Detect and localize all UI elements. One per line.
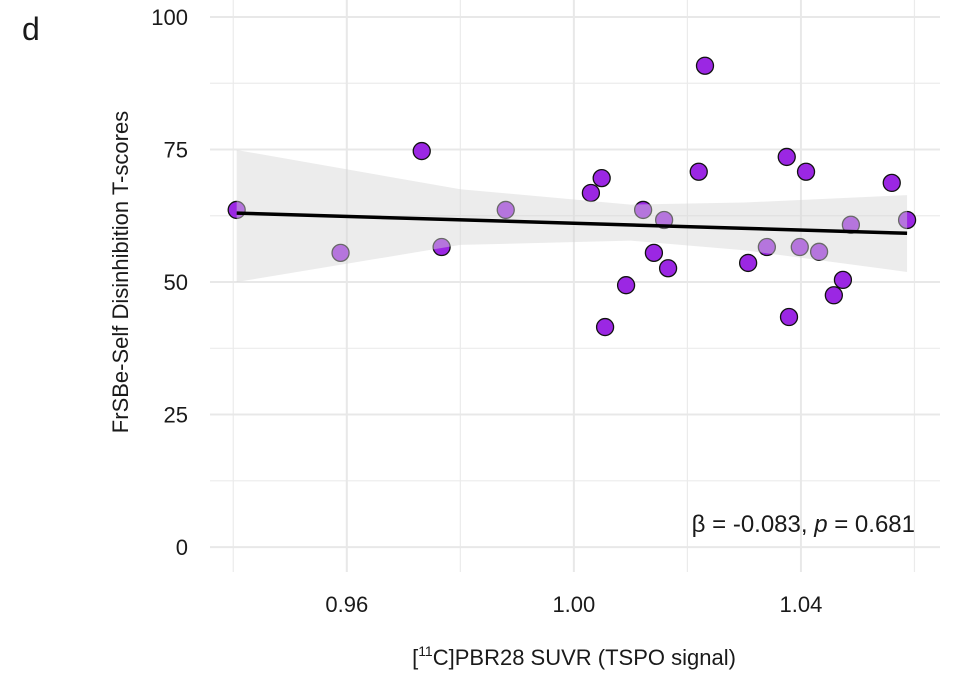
x-tick-label: 0.96 bbox=[325, 592, 368, 617]
point bbox=[432, 237, 451, 257]
y-tick-label: 50 bbox=[164, 270, 188, 295]
point bbox=[833, 270, 853, 290]
point bbox=[809, 242, 829, 261]
point bbox=[695, 56, 715, 75]
point bbox=[790, 237, 809, 257]
y-tick-label: 100 bbox=[151, 5, 188, 30]
point bbox=[689, 162, 708, 181]
point bbox=[644, 243, 664, 263]
annotation-part: = 0.681 bbox=[828, 511, 915, 538]
x-title-part: C]PBR28 SUVR (TSPO signal) bbox=[433, 645, 736, 670]
x-axis-title: [11C]PBR28 SUVR (TSPO signal) bbox=[412, 643, 736, 670]
point bbox=[331, 243, 350, 263]
point bbox=[616, 276, 636, 295]
y-tick-label: 75 bbox=[164, 137, 188, 162]
y-tick-label: 25 bbox=[164, 403, 188, 428]
x-title-sup: 11 bbox=[418, 643, 433, 659]
annotation-p: p bbox=[813, 511, 827, 538]
point bbox=[581, 183, 601, 203]
point bbox=[412, 141, 431, 161]
point bbox=[779, 307, 799, 327]
panel-label: d bbox=[22, 11, 40, 47]
point bbox=[777, 147, 796, 167]
x-title-part: [ bbox=[412, 645, 418, 670]
point bbox=[796, 162, 816, 181]
point bbox=[496, 200, 515, 220]
y-axis-title: FrSBe-Self Disinhibition T-scores bbox=[108, 111, 133, 433]
annotation-part: β = -0.083, bbox=[692, 511, 815, 538]
point bbox=[658, 259, 678, 278]
y-tick-label: 0 bbox=[176, 535, 188, 560]
point bbox=[897, 210, 917, 230]
point bbox=[757, 237, 777, 257]
point bbox=[592, 168, 611, 188]
x-tick-label: 1.04 bbox=[780, 592, 823, 617]
point bbox=[738, 253, 758, 273]
annotation: β = -0.083, p = 0.681 bbox=[692, 511, 915, 538]
confidence-band bbox=[236, 150, 908, 283]
point bbox=[882, 173, 901, 193]
point bbox=[824, 286, 843, 305]
point bbox=[633, 200, 653, 220]
point bbox=[595, 317, 615, 337]
x-tick-label: 1.00 bbox=[552, 592, 595, 617]
regression-line bbox=[236, 211, 908, 236]
